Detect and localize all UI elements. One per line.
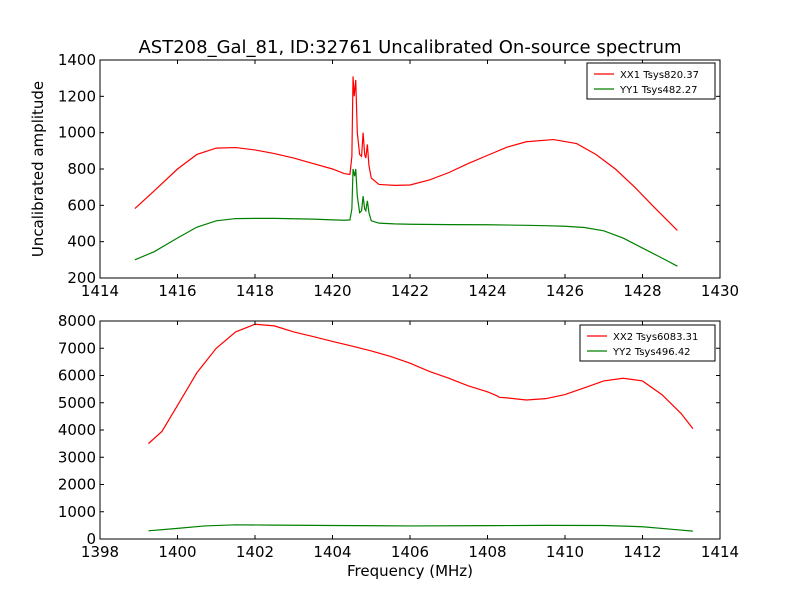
y-tick-label: 1000 bbox=[58, 124, 96, 142]
legend-label: XX2 Tsys6083.31 bbox=[613, 332, 698, 343]
y-tick-label: 1200 bbox=[58, 87, 96, 105]
figure-title: AST208_Gal_81, ID:32761 Uncalibrated On-… bbox=[138, 37, 681, 58]
legend-box bbox=[579, 324, 716, 362]
y-tick-label: 3000 bbox=[58, 448, 96, 466]
y-tick-label: 4000 bbox=[58, 421, 96, 439]
series-line-2 bbox=[148, 524, 693, 532]
x-tick-label: 1414 bbox=[701, 543, 739, 561]
y-tick-label: 8000 bbox=[58, 312, 96, 330]
legend-label: YY1 Tsys482.27 bbox=[619, 85, 698, 96]
series-line-1 bbox=[148, 323, 694, 445]
x-axis-label: Frequency (MHz) bbox=[347, 562, 473, 580]
x-tick-label: 1428 bbox=[623, 282, 661, 300]
x-tick-label: 1400 bbox=[158, 543, 196, 561]
y-tick-label: 600 bbox=[67, 196, 96, 214]
x-tick-label: 1430 bbox=[701, 282, 739, 300]
x-tick-label: 1398 bbox=[81, 543, 119, 561]
x-tick-label: 1406 bbox=[391, 543, 429, 561]
plot-bottom: 1398 1400 1402 1404 1406 1408 1410 1412 1414 0 100… bbox=[58, 312, 739, 561]
x-tick-label: 1408 bbox=[468, 543, 506, 561]
x-tick-label: 1404 bbox=[313, 543, 351, 561]
legend-label: YY2 Tsys496.42 bbox=[612, 347, 691, 358]
y-tick-label: 2000 bbox=[58, 476, 96, 494]
x-tick-label: 1424 bbox=[468, 282, 506, 300]
x-tick-label: 1420 bbox=[313, 282, 351, 300]
x-tick-label: 1414 bbox=[81, 282, 119, 300]
legend-box bbox=[586, 62, 716, 100]
y-tick-label: 0 bbox=[86, 530, 96, 548]
series-line-2 bbox=[134, 168, 678, 267]
legend-label: XX1 Tsys820.37 bbox=[620, 70, 699, 81]
x-tick-label: 1418 bbox=[236, 282, 274, 300]
x-tick-label: 1410 bbox=[546, 543, 584, 561]
y-tick-label: 7000 bbox=[58, 339, 96, 357]
y-tick-label: 1400 bbox=[58, 51, 96, 69]
y-tick-label: 400 bbox=[67, 233, 96, 251]
y-tick-label: 5000 bbox=[58, 394, 96, 412]
y-tick-label: 800 bbox=[67, 160, 96, 178]
x-tick-label: 1416 bbox=[158, 282, 196, 300]
x-tick-label: 1422 bbox=[391, 282, 429, 300]
y-axis-label: Uncalibrated amplitude bbox=[29, 81, 47, 257]
y-tick-label: 200 bbox=[67, 269, 96, 287]
series-line-1 bbox=[134, 76, 678, 231]
y-tick-label: 6000 bbox=[58, 367, 96, 385]
y-tick-label: 1000 bbox=[58, 503, 96, 521]
x-tick-label: 1402 bbox=[236, 543, 274, 561]
x-tick-label: 1426 bbox=[546, 282, 584, 300]
plot-top: 1414 1416 1418 1420 1422 1424 1426 1428 1430 200 4… bbox=[58, 51, 739, 300]
x-tick-label: 1412 bbox=[623, 543, 661, 561]
